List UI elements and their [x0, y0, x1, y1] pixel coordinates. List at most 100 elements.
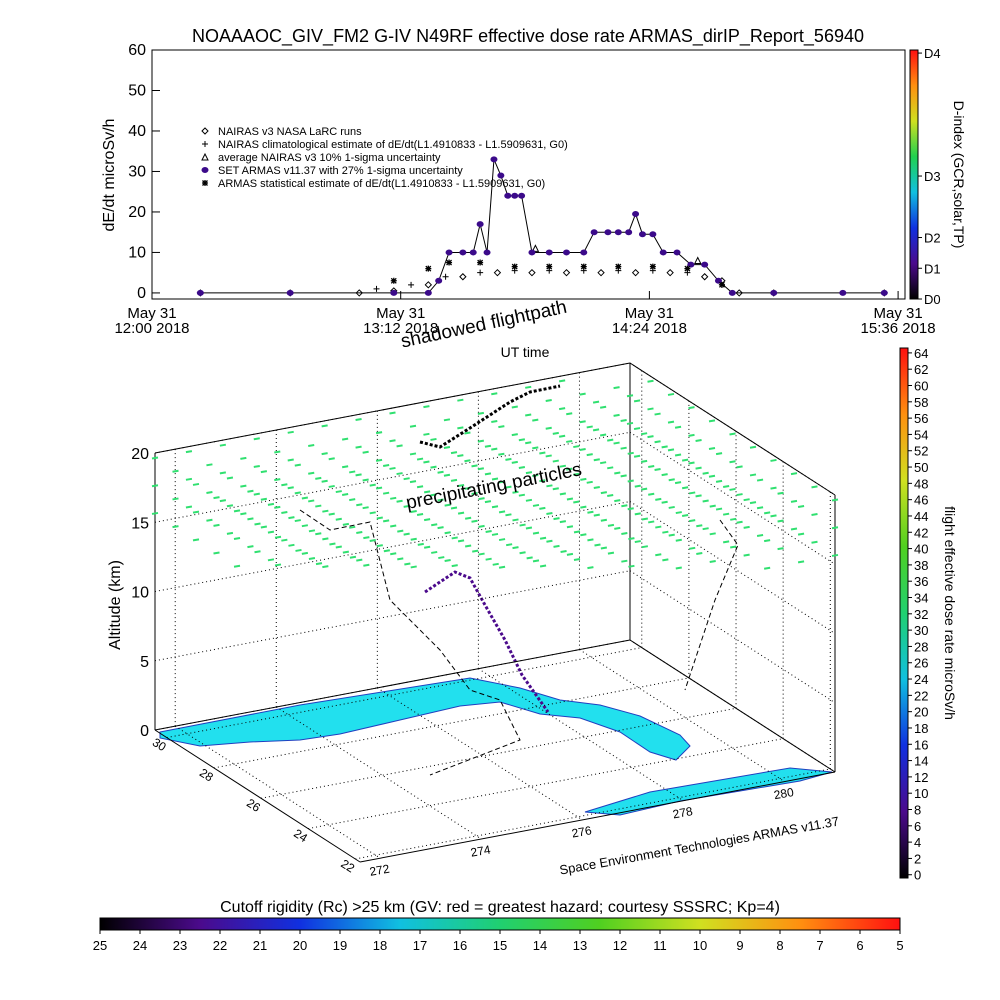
particle-marker — [390, 552, 397, 556]
marker — [684, 265, 691, 272]
particle-marker — [553, 544, 560, 548]
colorbar-tick-label: 24 — [133, 938, 147, 953]
particle-marker — [633, 399, 641, 403]
colorbar-tick-label: 38 — [914, 558, 928, 573]
particle-marker — [498, 510, 506, 514]
x-tick-label: 12:00 2018 — [114, 320, 189, 337]
particle-marker — [349, 470, 356, 474]
grid-line — [213, 677, 690, 769]
marker — [469, 249, 477, 256]
particle-marker — [451, 536, 458, 540]
particle-marker — [375, 431, 383, 435]
particle-marker — [151, 484, 159, 488]
marker — [476, 221, 484, 228]
particle-marker — [661, 445, 668, 449]
particle-marker — [192, 482, 200, 486]
colorbar-tick-label: 40 — [914, 542, 928, 557]
particle-marker — [566, 412, 573, 416]
particle-marker — [715, 479, 723, 483]
particle-marker — [729, 487, 736, 491]
particle-marker — [558, 434, 566, 438]
particle-marker — [444, 503, 451, 507]
particle-marker — [288, 516, 295, 520]
particle-marker — [709, 560, 716, 564]
particle-marker — [708, 419, 716, 423]
x-tick-label: May 31 — [625, 305, 674, 322]
colorbar-tick-label: 26 — [914, 656, 928, 671]
z-tick-label: 20 — [131, 446, 149, 463]
flight-shadow — [684, 519, 739, 691]
particle-marker — [423, 490, 431, 494]
particle-marker — [423, 460, 430, 464]
colorbar-tick-label: 6 — [856, 938, 863, 953]
particle-marker — [655, 553, 662, 557]
particle-marker — [356, 530, 363, 534]
particle-marker — [695, 494, 702, 498]
particle-marker — [260, 470, 268, 474]
particle-marker — [648, 520, 655, 524]
data-point — [770, 289, 778, 296]
colorbar-tick-label: 21 — [253, 938, 267, 953]
colorbar-label: Cutoff rigidity (Rc) >25 km (GV: red = g… — [220, 899, 780, 916]
particle-marker — [444, 531, 451, 535]
particle-marker — [274, 450, 281, 454]
data-point — [408, 281, 415, 288]
particle-marker — [593, 513, 600, 517]
particle-marker — [708, 474, 716, 478]
particle-marker — [539, 536, 547, 540]
particle-marker — [790, 527, 798, 531]
particle-marker — [736, 520, 743, 524]
particle-marker — [477, 467, 485, 471]
grid-line — [377, 687, 583, 821]
particle-marker — [498, 425, 505, 429]
particle-marker — [532, 474, 539, 478]
particle-marker — [586, 480, 593, 484]
particle-marker — [185, 477, 193, 481]
particle-marker — [525, 471, 533, 475]
particle-marker — [322, 537, 329, 541]
data-point — [425, 265, 432, 272]
plot-frame — [151, 49, 906, 300]
particle-marker — [736, 493, 743, 497]
particle-marker — [505, 543, 513, 547]
particle-marker — [315, 476, 322, 480]
particle-marker — [655, 525, 662, 529]
particle-marker — [301, 551, 309, 555]
particle-marker — [498, 538, 506, 542]
data-point — [604, 229, 612, 236]
particle-marker — [443, 418, 451, 422]
particle-marker — [545, 454, 552, 458]
data-point — [445, 249, 453, 256]
data-point — [446, 259, 453, 266]
data-point — [580, 263, 587, 270]
particle-marker — [559, 520, 567, 524]
x-tick-label: May 31 — [127, 305, 176, 322]
marker — [390, 277, 397, 284]
particle-marker — [640, 487, 648, 491]
particle-marker — [390, 524, 397, 528]
colorbar-tick-label: 54 — [914, 427, 928, 442]
particle-marker — [382, 519, 390, 523]
z-axis-label: Altitude (km) — [107, 560, 124, 650]
marker — [445, 249, 453, 256]
x-tick-label: 276 — [571, 823, 593, 840]
particle-marker — [797, 532, 805, 536]
particle-marker — [831, 498, 839, 502]
colorbar-tick-label: 2 — [914, 851, 921, 866]
z-tick-label: 15 — [131, 515, 149, 532]
particle-marker — [315, 504, 322, 508]
particle-marker — [777, 547, 784, 551]
particle-marker — [545, 399, 552, 403]
particle-marker — [641, 517, 649, 521]
particle-marker — [267, 558, 275, 562]
particle-marker — [702, 471, 709, 475]
particle-marker — [219, 443, 227, 447]
particle-marker — [546, 484, 553, 488]
y-tick-label: 30 — [128, 163, 146, 180]
data-point — [701, 261, 709, 268]
marker — [562, 249, 570, 256]
particle-marker — [376, 516, 383, 520]
data-point — [631, 268, 640, 277]
particle-marker — [294, 519, 301, 523]
